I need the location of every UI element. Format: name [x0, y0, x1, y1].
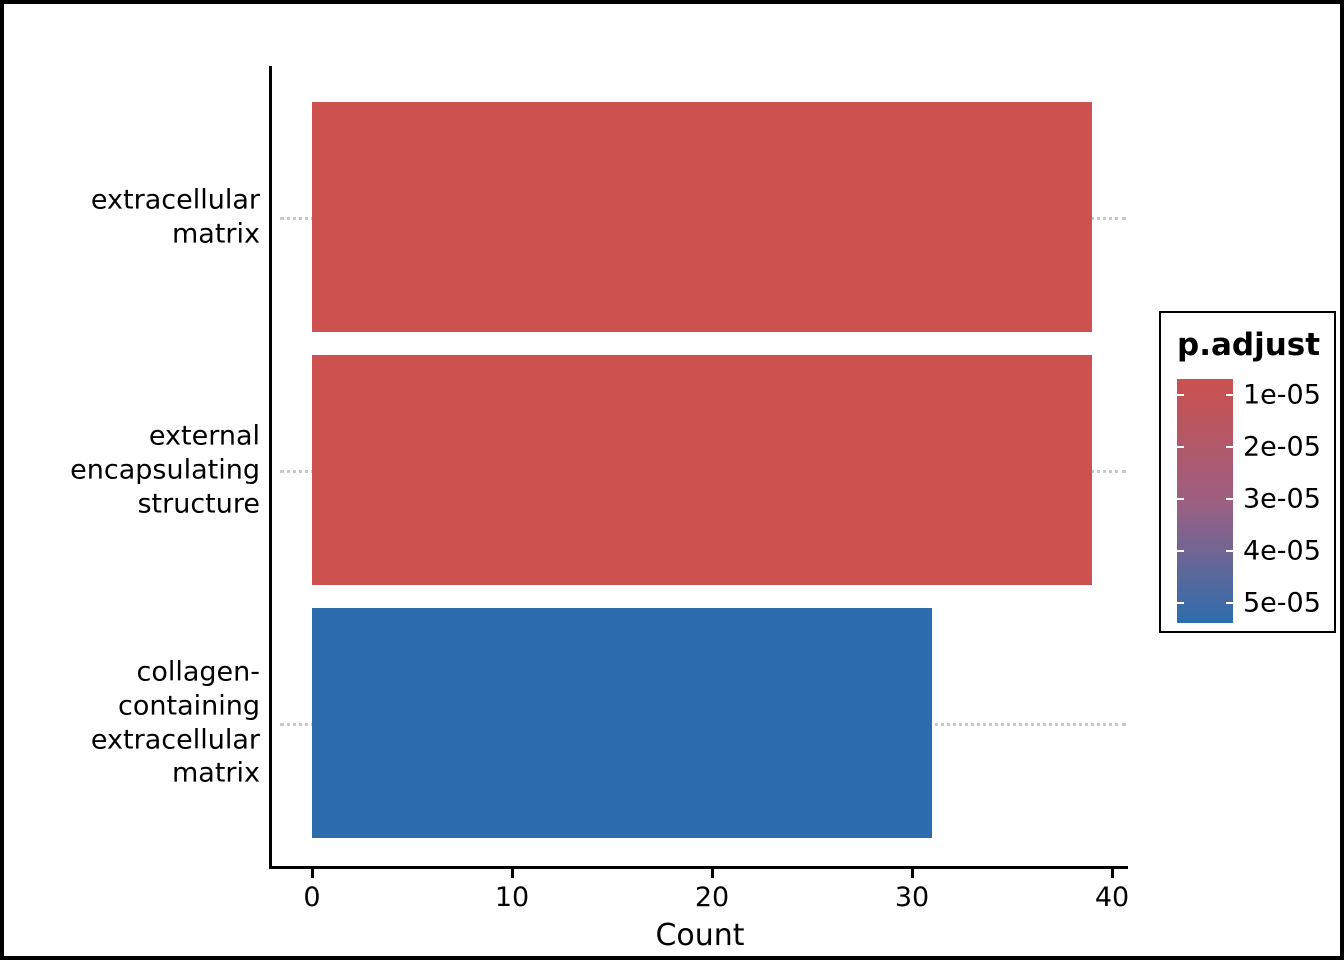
- legend: p.adjust 1e-05 2e-05 3e-05 4e-05 5e-05: [1159, 311, 1336, 633]
- x-tick-mark: [1111, 869, 1114, 878]
- legend-tick-mark: [1226, 602, 1233, 604]
- y-axis-label: extracellular matrix: [90, 184, 260, 249]
- legend-tick-label: 2e-05: [1243, 431, 1321, 463]
- legend-tick-mark: [1177, 394, 1184, 396]
- legend-tick-mark: [1226, 498, 1233, 500]
- bar-1: [312, 102, 1092, 332]
- legend-tick-mark: [1177, 446, 1184, 448]
- bar-2: [312, 355, 1092, 585]
- legend-tick-mark: [1226, 394, 1233, 396]
- legend-tick-label: 5e-05: [1243, 587, 1321, 619]
- x-tick-label: 30: [894, 882, 930, 913]
- legend-tick-label: 3e-05: [1243, 483, 1321, 515]
- legend-tick-mark: [1226, 446, 1233, 448]
- x-axis-line: [269, 866, 1128, 869]
- x-tick-mark: [911, 869, 914, 878]
- x-tick-mark: [311, 869, 314, 878]
- x-tick-label: 10: [494, 882, 530, 913]
- legend-tick-mark: [1177, 602, 1184, 604]
- bar-3: [312, 608, 932, 838]
- x-axis-title: Count: [655, 918, 745, 953]
- x-tick-label: 20: [694, 882, 730, 913]
- legend-tick-mark: [1177, 550, 1184, 552]
- x-tick-mark: [711, 869, 714, 878]
- y-axis-label: external encapsulating structure: [70, 420, 260, 519]
- legend-title: p.adjust: [1177, 327, 1321, 363]
- legend-tick-mark: [1177, 498, 1184, 500]
- legend-gradient-bar: [1177, 379, 1233, 623]
- legend-tick-label: 4e-05: [1243, 535, 1321, 567]
- x-tick-label: 40: [1094, 882, 1130, 913]
- x-tick-label: 0: [303, 882, 321, 913]
- plot-panel: [272, 66, 1128, 866]
- x-tick-mark: [511, 869, 514, 878]
- y-axis-line: [269, 66, 272, 869]
- y-axis-label: collagen-containing extracellular matrix: [90, 656, 260, 789]
- legend-tick-label: 1e-05: [1243, 379, 1321, 411]
- legend-tick-mark: [1226, 550, 1233, 552]
